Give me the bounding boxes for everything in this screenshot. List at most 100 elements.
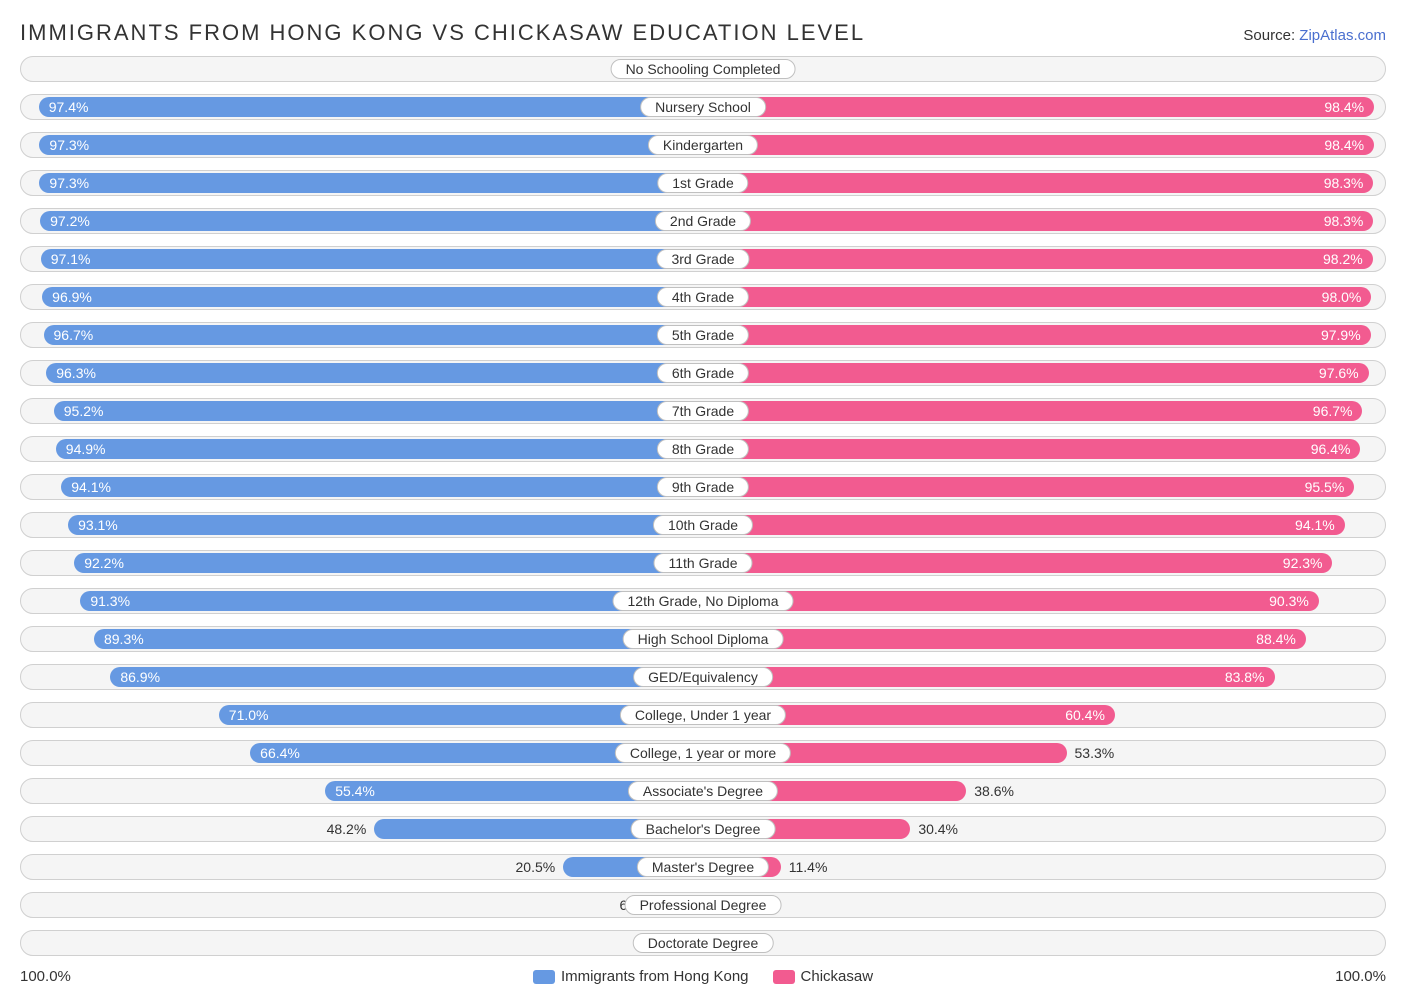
chart-row: 97.2%98.3%2nd Grade (20, 208, 1386, 234)
value-right: 98.0% (1322, 289, 1362, 305)
legend-item-left: Immigrants from Hong Kong (533, 968, 749, 985)
bar-right: 90.3% (703, 591, 1319, 611)
diverging-bar-chart: 2.7%1.7%No Schooling Completed 97.4% 98.4%… (20, 56, 1386, 956)
value-right: 98.4% (1324, 137, 1364, 153)
category-label: Nursery School (640, 97, 766, 117)
axis-left-max: 100.0% (20, 968, 71, 985)
category-label: High School Diploma (623, 629, 784, 649)
category-label: 4th Grade (657, 287, 749, 307)
value-left: 91.3% (90, 593, 130, 609)
chart-row: 97.4% 98.4%Nursery School (20, 94, 1386, 120)
bar-left: 94.1% (61, 477, 703, 497)
value-left: 97.4% (49, 99, 89, 115)
bar-left: 97.4% (39, 97, 703, 117)
value-right: 92.3% (1283, 555, 1323, 571)
value-left: 48.2% (327, 821, 367, 837)
category-label: 5th Grade (657, 325, 749, 345)
chart-row: 86.9% 83.8%GED/Equivalency (20, 664, 1386, 690)
value-left: 71.0% (229, 707, 269, 723)
value-right: 38.6% (974, 783, 1014, 799)
category-label: No Schooling Completed (611, 59, 796, 79)
category-label: College, 1 year or more (615, 743, 791, 763)
chart-row: 66.4% 53.3% College, 1 year or more (20, 740, 1386, 766)
value-left: 97.3% (49, 137, 89, 153)
chart-row: 89.3% 88.4% High School Diploma (20, 626, 1386, 652)
bar-right: 96.4% (703, 439, 1360, 459)
value-left: 97.2% (50, 213, 90, 229)
bar-left: 93.1% (68, 515, 703, 535)
bar-left: 97.3% (39, 173, 703, 193)
value-left: 97.3% (49, 175, 89, 191)
category-label: GED/Equivalency (633, 667, 773, 687)
bar-left: 86.9% (110, 667, 703, 687)
category-label: 2nd Grade (655, 211, 751, 231)
legend-swatch-right (773, 970, 795, 984)
category-label: 6th Grade (657, 363, 749, 383)
bar-right: 83.8% (703, 667, 1275, 687)
chart-row: 97.1%98.2%3rd Grade (20, 246, 1386, 272)
category-label: 8th Grade (657, 439, 749, 459)
category-label: Doctorate Degree (633, 933, 774, 953)
value-left: 96.9% (52, 289, 92, 305)
bar-left: 96.9% (42, 287, 703, 307)
chart-source: Source: ZipAtlas.com (1243, 27, 1386, 44)
category-label: 3rd Grade (656, 249, 749, 269)
category-label: Associate's Degree (628, 781, 778, 801)
category-label: Master's Degree (637, 857, 769, 877)
chart-row: 2.8%1.5%Doctorate Degree (20, 930, 1386, 956)
chart-row: 2.7%1.7%No Schooling Completed (20, 56, 1386, 82)
source-link[interactable]: ZipAtlas.com (1299, 27, 1386, 44)
chart-header: IMMIGRANTS FROM HONG KONG VS CHICKASAW E… (20, 20, 1386, 46)
bar-left: 95.2% (54, 401, 703, 421)
legend-label-right: Chickasaw (801, 968, 874, 985)
value-left: 97.1% (51, 251, 91, 267)
bar-right: 92.3% (703, 553, 1332, 573)
bar-right: 95.5% (703, 477, 1354, 497)
category-label: 9th Grade (657, 477, 749, 497)
category-label: Kindergarten (648, 135, 758, 155)
bar-right: 98.4% (703, 135, 1374, 155)
value-right: 97.9% (1321, 327, 1361, 343)
legend-label-left: Immigrants from Hong Kong (561, 968, 749, 985)
chart-row: 93.1% 94.1% 10th Grade (20, 512, 1386, 538)
value-left: 89.3% (104, 631, 144, 647)
value-right: 98.3% (1324, 175, 1364, 191)
bar-right: 98.3% (703, 173, 1373, 193)
chart-row: 95.2% 96.7%7th Grade (20, 398, 1386, 424)
value-right: 30.4% (918, 821, 958, 837)
bar-left: 89.3% (94, 629, 703, 649)
chart-row: 48.2% 30.4% Bachelor's Degree (20, 816, 1386, 842)
chart-row: 96.7%97.9%5th Grade (20, 322, 1386, 348)
value-right: 97.6% (1319, 365, 1359, 381)
category-label: 7th Grade (657, 401, 749, 421)
value-right: 53.3% (1075, 745, 1115, 761)
category-label: 10th Grade (653, 515, 753, 535)
axis-right-max: 100.0% (1335, 968, 1386, 985)
value-left: 95.2% (64, 403, 104, 419)
value-left: 86.9% (120, 669, 160, 685)
legend-swatch-left (533, 970, 555, 984)
category-label: Professional Degree (625, 895, 782, 915)
chart-row: 96.9% 98.0% 4th Grade (20, 284, 1386, 310)
bar-right: 98.4% (703, 97, 1374, 117)
value-left: 94.9% (66, 441, 106, 457)
category-label: 1st Grade (657, 173, 748, 193)
value-right: 60.4% (1065, 707, 1105, 723)
category-label: 12th Grade, No Diploma (613, 591, 794, 611)
bar-right: 96.7% (703, 401, 1362, 421)
bar-right: 98.0% (703, 287, 1371, 307)
value-right: 88.4% (1256, 631, 1296, 647)
value-left: 96.3% (56, 365, 96, 381)
chart-row: 97.3% 98.3% 1st Grade (20, 170, 1386, 196)
value-right: 11.4% (789, 859, 828, 875)
category-label: 11th Grade (653, 553, 752, 573)
value-right: 94.1% (1295, 517, 1335, 533)
bar-left: 97.2% (40, 211, 703, 231)
value-left: 20.5% (516, 859, 556, 875)
value-left: 93.1% (78, 517, 118, 533)
value-left: 66.4% (260, 745, 300, 761)
bar-right: 94.1% (703, 515, 1345, 535)
bar-left: 92.2% (74, 553, 703, 573)
bar-left: 97.1% (41, 249, 703, 269)
category-label: Bachelor's Degree (631, 819, 776, 839)
